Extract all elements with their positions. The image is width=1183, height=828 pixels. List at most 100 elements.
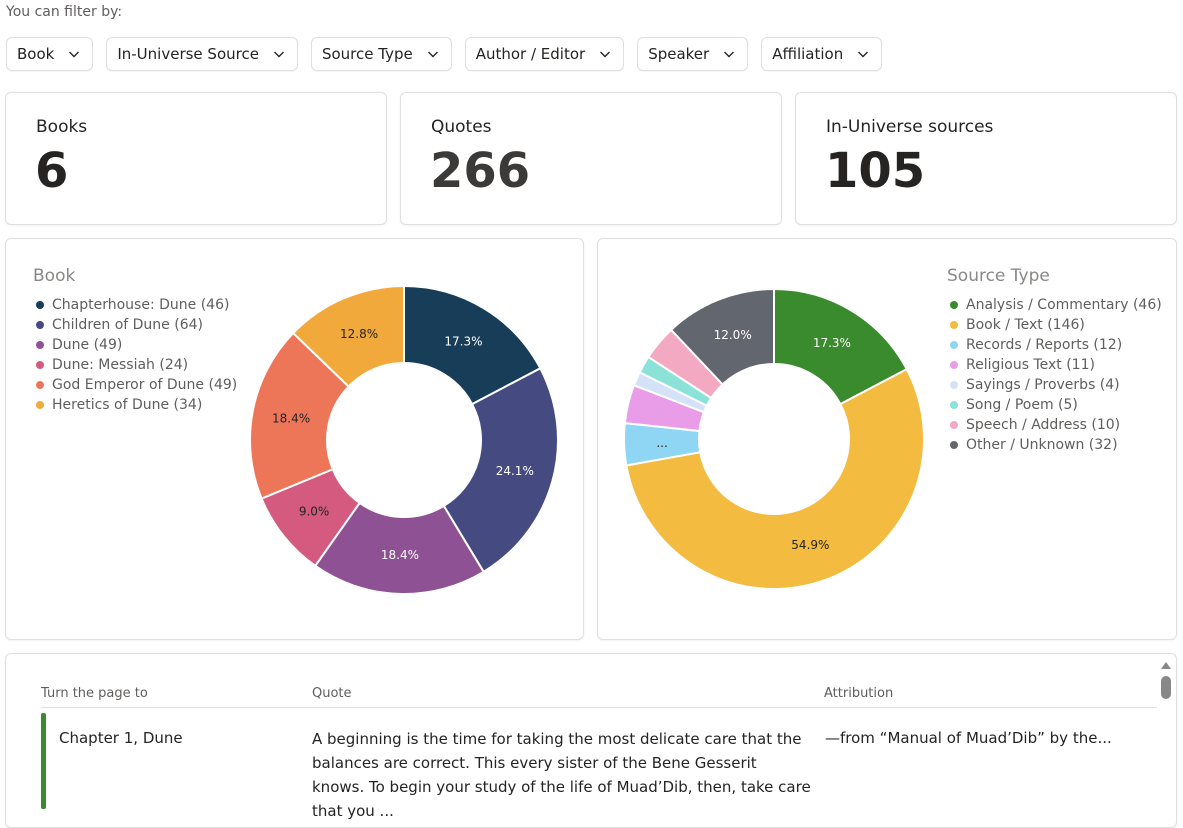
filter-source-type[interactable]: Source Type (310, 37, 452, 71)
donut-slice-dune[interactable] (313, 501, 485, 595)
legend-swatch (36, 361, 44, 369)
chevron-down-icon (427, 51, 438, 58)
kpi-card-books: Books 6 (5, 92, 387, 225)
filter-book[interactable]: Book (6, 37, 94, 71)
kpi-title: Books (36, 117, 88, 137)
filter-affiliation[interactable]: Affiliation (761, 37, 883, 71)
legend-label: Other / Unknown (32) (966, 437, 1118, 453)
filter-label: Author / Editor (475, 45, 586, 63)
legend-item[interactable]: Dune: Messiah (24) (36, 355, 237, 375)
donut-slice-label: 54.9% (791, 538, 829, 552)
legend-item[interactable]: Chapterhouse: Dune (46) (36, 295, 237, 315)
donut-slice-book-text[interactable] (625, 367, 925, 590)
legend-label: Book / Text (146) (966, 317, 1085, 333)
row-chapter-link[interactable]: Chapter 1, Dune (59, 729, 183, 747)
donut-slice-label: 18.4% (381, 548, 419, 562)
kpi-title: In-Universe sources (826, 117, 994, 137)
donut-slice-label: 12.8% (340, 327, 378, 341)
legend-swatch (950, 321, 958, 329)
donut-slice-other-unknown[interactable] (669, 287, 775, 386)
legend-swatch (950, 301, 958, 309)
chart-title: Source Type (947, 266, 1050, 286)
legend-label: Children of Dune (64) (52, 317, 203, 333)
filter-label: Affiliation (772, 45, 844, 63)
legend-swatch (950, 341, 958, 349)
legend-label: God Emperor of Dune (49) (52, 377, 238, 393)
quotes-table (5, 653, 1177, 828)
legend-item[interactable]: God Emperor of Dune (49) (36, 375, 237, 395)
filter-label: Source Type (321, 45, 413, 63)
legend-swatch (950, 401, 958, 409)
kpi-value: 266 (430, 143, 531, 199)
donut-slice-label: 17.3% (813, 336, 851, 350)
legend-item[interactable]: Book / Text (146) (950, 315, 1162, 335)
donut-slice-god-emperor-of-dune[interactable] (249, 331, 351, 500)
legend-item[interactable]: Children of Dune (64) (36, 315, 237, 335)
legend-item[interactable]: Sayings / Proverbs (4) (950, 375, 1162, 395)
filter-bar: Book In-Universe Source Source Type Auth… (6, 37, 895, 71)
kpi-card-quotes: Quotes 266 (400, 92, 782, 225)
legend-item[interactable]: Other / Unknown (32) (950, 435, 1162, 455)
filter-label: Book (17, 45, 55, 63)
legend-item[interactable]: Speech / Address (10) (950, 415, 1162, 435)
chevron-down-icon (273, 51, 284, 58)
chart-legend: Chapterhouse: Dune (46) Children of Dune… (36, 295, 237, 415)
filter-in-universe-source[interactable]: In-Universe Source (106, 37, 298, 71)
legend-swatch (36, 301, 44, 309)
table-scrollbar[interactable] (1158, 655, 1174, 816)
filter-author-editor[interactable]: Author / Editor (464, 37, 625, 71)
legend-item[interactable]: Analysis / Commentary (46) (950, 295, 1162, 315)
donut-slice-label: ... (656, 436, 667, 450)
legend-label: Chapterhouse: Dune (46) (52, 297, 230, 313)
legend-label: Dune (49) (52, 337, 123, 353)
row-accent-bar (41, 713, 46, 809)
donut-slice-heretics-of-dune[interactable] (291, 284, 405, 388)
kpi-title: Quotes (431, 117, 492, 137)
chart-legend: Analysis / Commentary (46) Book / Text (… (950, 295, 1162, 455)
legend-label: Sayings / Proverbs (4) (966, 377, 1120, 393)
donut-slice-label: 24.1% (496, 464, 534, 478)
legend-item[interactable]: Heretics of Dune (34) (36, 395, 237, 415)
row-attribution: —from “Manual of Muad’Dib” by the... (825, 729, 1112, 747)
legend-swatch (950, 441, 958, 449)
scroll-up-arrow-icon[interactable] (1161, 662, 1171, 669)
filter-caption: You can filter by: (6, 4, 123, 20)
column-header-attribution[interactable]: Attribution (824, 686, 894, 701)
kpi-card-in-universe-sources: In-Universe sources 105 (795, 92, 1177, 225)
legend-label: Dune: Messiah (24) (52, 357, 189, 373)
kpi-value: 105 (825, 143, 926, 199)
legend-swatch (950, 381, 958, 389)
book-donut-chart: 17.3% 24.1% 18.4% 9.0% 18.4% 12.8% (249, 284, 559, 595)
filter-speaker[interactable]: Speaker (637, 37, 749, 71)
legend-label: Speech / Address (10) (966, 417, 1121, 433)
legend-label: Religious Text (11) (966, 357, 1095, 373)
donut-slice-label: 9.0% (299, 505, 330, 519)
column-header-quote[interactable]: Quote (312, 686, 352, 701)
column-header-page[interactable]: Turn the page to (41, 686, 148, 701)
donut-slice-label: 18.4% (272, 411, 310, 425)
filter-label: Speaker (648, 45, 710, 63)
legend-item[interactable]: Dune (49) (36, 335, 237, 355)
chevron-down-icon (858, 51, 869, 58)
legend-swatch (36, 341, 44, 349)
legend-label: Heretics of Dune (34) (52, 397, 203, 413)
filter-label: In-Universe Source (117, 45, 259, 63)
donut-slice-label: 17.3% (444, 335, 482, 349)
chart-title: Book (33, 266, 76, 286)
scroll-thumb[interactable] (1161, 676, 1171, 699)
donut-slice-children-of-dune[interactable] (442, 366, 559, 574)
legend-swatch (950, 421, 958, 429)
donut-slice-chapterhouse-dune[interactable] (403, 284, 542, 406)
row-quote-text: A beginning is the time for taking the m… (312, 730, 811, 820)
header-divider (41, 707, 1157, 708)
legend-swatch (950, 361, 958, 369)
chevron-down-icon (724, 51, 735, 58)
legend-item[interactable]: Song / Poem (5) (950, 395, 1162, 415)
legend-item[interactable]: Records / Reports (12) (950, 335, 1162, 355)
legend-label: Analysis / Commentary (46) (966, 297, 1162, 313)
legend-swatch (36, 321, 44, 329)
chevron-down-icon (600, 51, 611, 58)
kpi-value: 6 (35, 143, 69, 199)
legend-swatch (36, 401, 44, 409)
legend-item[interactable]: Religious Text (11) (950, 355, 1162, 375)
